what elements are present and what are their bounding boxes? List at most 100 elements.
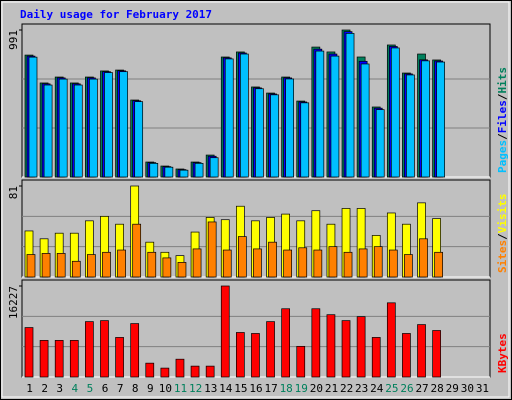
legend-entry: KBytes <box>496 333 509 373</box>
bar <box>270 94 279 178</box>
bar <box>177 262 187 278</box>
bar <box>345 33 355 178</box>
legend-separator: / <box>496 93 509 100</box>
bar <box>255 88 264 178</box>
bar <box>69 340 79 378</box>
bar <box>285 78 294 178</box>
legend: KBytes <box>496 333 509 373</box>
x-tick-label: 27 <box>415 382 428 395</box>
x-tick-label: 26 <box>400 382 413 395</box>
x-tick-label: 9 <box>147 382 154 395</box>
x-tick-label: 2 <box>41 382 48 395</box>
legend-entry: Files <box>496 100 509 133</box>
x-tick-label: 30 <box>461 382 474 395</box>
y-tick-label: 16227 <box>7 286 20 319</box>
bar <box>358 248 368 278</box>
x-tick-label: 1 <box>26 382 33 395</box>
y-tick-label: 991 <box>7 30 20 50</box>
x-tick-label: 6 <box>102 382 109 395</box>
chart-title: Daily usage for February 2017 <box>20 8 212 21</box>
bar <box>311 308 321 378</box>
bar <box>421 60 430 178</box>
bar <box>132 223 142 278</box>
bar <box>26 254 36 278</box>
x-tick-label: 7 <box>117 382 124 395</box>
bar <box>115 337 124 378</box>
bar <box>417 324 426 378</box>
bar <box>87 254 96 278</box>
bar <box>313 249 323 278</box>
bar <box>238 236 247 278</box>
bar <box>330 55 340 178</box>
bar <box>28 56 38 178</box>
bar <box>73 84 83 178</box>
x-tick-label: 4 <box>72 382 79 395</box>
bar <box>326 314 336 378</box>
legend: Sites/Visits <box>496 194 509 274</box>
x-tick-label: 3 <box>56 382 63 395</box>
bar <box>85 321 94 378</box>
x-tick-label: 25 <box>385 382 398 395</box>
bar <box>253 248 262 278</box>
bar <box>192 248 202 278</box>
bar <box>356 316 366 378</box>
x-tick-label: 5 <box>87 382 94 395</box>
bar <box>251 333 260 378</box>
bar <box>434 251 443 278</box>
y-tick-label: 81 <box>7 186 20 199</box>
bar <box>300 102 310 178</box>
bar <box>386 302 396 378</box>
bar <box>149 163 159 178</box>
bar <box>102 251 111 278</box>
bar <box>134 101 144 178</box>
bar <box>71 260 81 278</box>
bar <box>104 72 113 178</box>
bar <box>375 109 385 178</box>
legend-separator: / <box>496 233 509 240</box>
bar <box>266 321 275 378</box>
x-tick-label: 24 <box>370 382 384 395</box>
bar <box>190 365 200 378</box>
bar <box>360 63 370 178</box>
bar <box>100 320 109 378</box>
bar <box>268 241 277 278</box>
bar <box>147 251 157 278</box>
legend-entry: Visits <box>496 194 509 234</box>
bar <box>296 345 306 378</box>
bar <box>341 320 351 378</box>
bar <box>164 166 174 178</box>
bar <box>236 332 245 378</box>
bar <box>402 333 411 378</box>
x-tick-label: 16 <box>249 382 262 395</box>
x-tick-label: 28 <box>431 382 444 395</box>
bar <box>432 330 441 378</box>
bar <box>222 249 232 278</box>
x-tick-label: 31 <box>476 382 489 395</box>
bar <box>315 50 325 178</box>
legend: Pages/Files/Hits <box>496 67 509 173</box>
bar <box>54 340 64 378</box>
bar <box>43 84 53 178</box>
bar <box>209 157 219 178</box>
bar <box>194 163 204 178</box>
bar <box>24 327 34 378</box>
bar <box>119 71 128 178</box>
bar <box>179 169 189 178</box>
bar <box>162 257 172 278</box>
bar <box>130 323 140 378</box>
bar <box>240 53 249 178</box>
x-tick-label: 18 <box>280 382 293 395</box>
bar <box>373 246 383 278</box>
bar <box>220 285 230 378</box>
bar <box>371 337 381 378</box>
legend-separator: / <box>496 133 509 140</box>
bar <box>56 253 66 278</box>
legend-entry: Sites <box>496 240 509 273</box>
bar <box>175 358 185 378</box>
x-tick-label: 29 <box>446 382 459 395</box>
bar <box>404 254 413 278</box>
x-tick-label: 21 <box>325 382 338 395</box>
bar <box>328 246 338 278</box>
